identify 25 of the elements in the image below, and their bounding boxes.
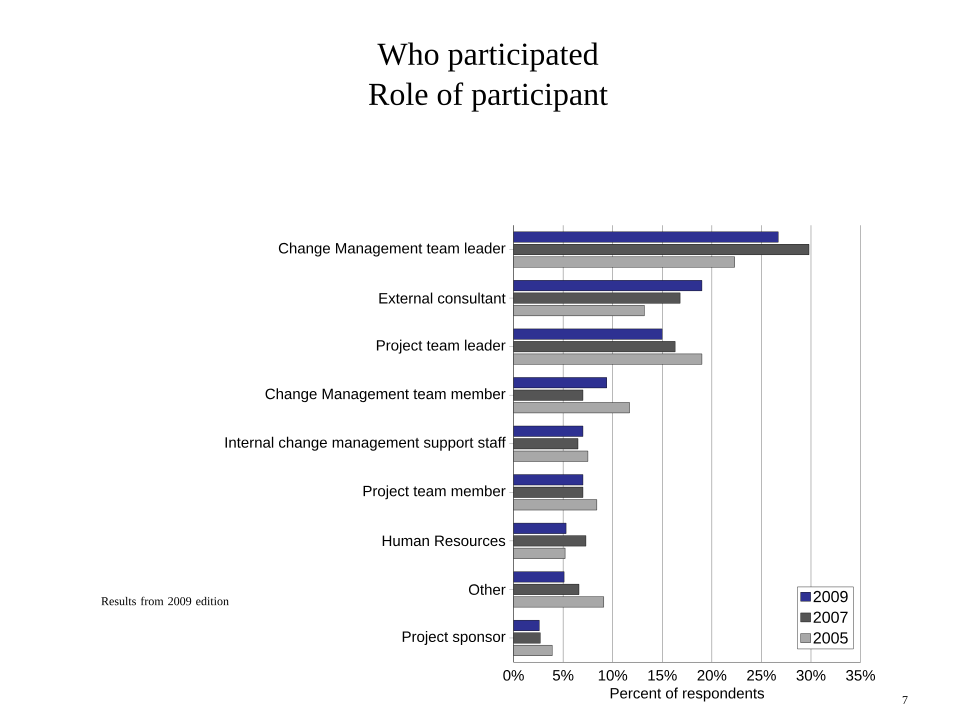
y-tick-label: Project team leader [376, 340, 506, 354]
y-tick-label: Other [468, 584, 506, 595]
text: Results from 2009 edition [101, 596, 229, 606]
chart-title: Who participated [377, 42, 598, 72]
x-axis-title: Percent of respondents [610, 688, 764, 702]
legend-label: 2005 [814, 632, 848, 644]
y-tick-label: Project sponsor [402, 630, 506, 645]
x-tick-label: 25% [747, 670, 776, 681]
legend-label: 2007 [814, 612, 848, 623]
x-tick-label: 35% [846, 670, 876, 681]
y-tick-label: Internal change management support staff [226, 436, 506, 451]
y-tick-label: Project team member [364, 485, 506, 500]
y-tick-label: External consultant [379, 292, 506, 304]
x-tick-label: 10% [598, 670, 628, 681]
x-tick-label: 30% [796, 670, 826, 681]
x-tick-label: 20% [698, 670, 726, 681]
legend-label: 2009 [814, 590, 848, 602]
y-tick-label: Human Resources [382, 536, 506, 546]
x-tick-label: 0% [503, 670, 524, 681]
y-tick-label: Change Management team leader [278, 242, 506, 257]
x-tick-label: 5% [552, 670, 574, 681]
text: 7 [902, 696, 908, 704]
y-tick-label: Change Management team member [266, 388, 506, 402]
x-tick-label: 15% [648, 670, 677, 681]
chart-subtitle: Role of participant [368, 82, 608, 112]
